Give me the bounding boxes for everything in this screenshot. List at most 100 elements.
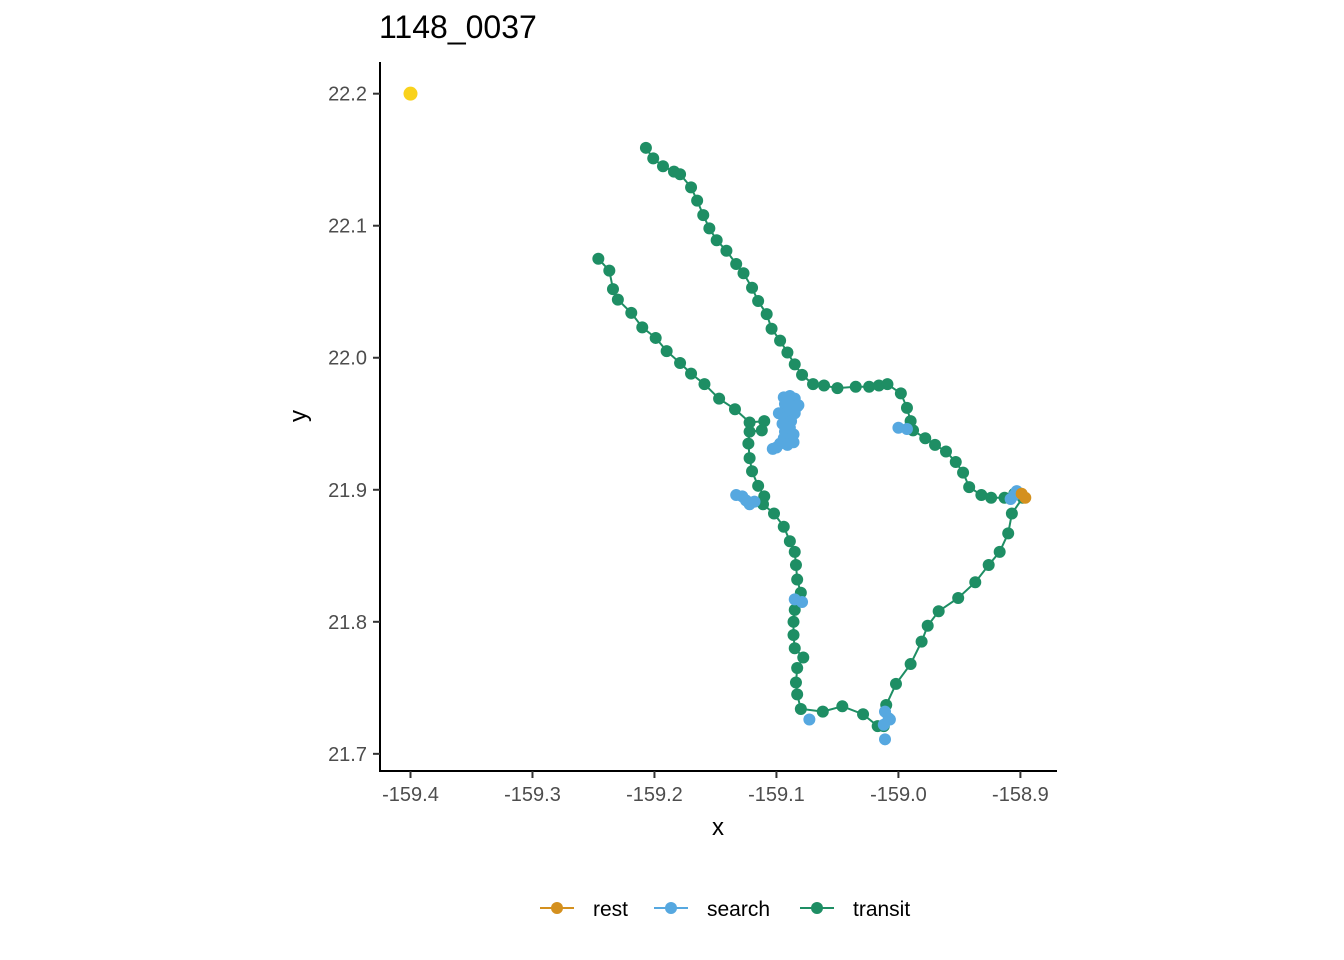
chart-title: 1148_0037: [379, 9, 537, 45]
transit-point: [592, 252, 605, 265]
transit-point: [758, 415, 771, 428]
transit-point: [758, 490, 771, 503]
search-point: [879, 733, 892, 746]
transit-point: [742, 437, 755, 450]
transit-point: [603, 264, 616, 277]
transit-point: [818, 379, 831, 392]
transit-point: [674, 168, 687, 181]
y-tick-label: 22.0: [328, 348, 367, 370]
transit-point: [919, 432, 932, 445]
start-point: [403, 86, 418, 101]
transit-point: [789, 676, 802, 689]
transit-point: [894, 387, 907, 400]
transit-point: [975, 489, 988, 502]
transit-points: [592, 141, 1029, 733]
transit-point: [697, 209, 710, 222]
transit-point: [788, 545, 801, 558]
transit-point: [765, 322, 778, 335]
y-axis-title: y: [285, 410, 312, 422]
transit-point: [636, 321, 649, 334]
transit-point: [752, 294, 765, 307]
legend-label-rest: rest: [593, 898, 628, 921]
legend: rest search transit: [540, 898, 910, 921]
y-tick-label: 22.1: [328, 216, 367, 238]
x-tick-label: -159.4: [382, 784, 439, 806]
transit-point: [963, 481, 976, 494]
transit-point: [831, 382, 844, 395]
y-tick-label: 21.7: [328, 744, 367, 766]
transit-point: [791, 662, 804, 675]
transit-point: [606, 283, 619, 296]
transit-point: [781, 346, 794, 359]
search-point: [796, 596, 809, 609]
transit-point: [939, 445, 952, 458]
x-tick-label: -159.2: [626, 784, 683, 806]
transit-point: [649, 331, 662, 344]
transit-point: [746, 281, 759, 294]
transit-point: [730, 258, 743, 271]
search-points: [730, 390, 1027, 746]
transit-point: [639, 141, 652, 154]
transit-point: [737, 267, 750, 280]
transit-point: [710, 234, 723, 247]
transit-point: [889, 677, 902, 690]
transit-point: [904, 658, 917, 671]
transit-point: [788, 642, 801, 655]
transit-point: [1002, 527, 1015, 540]
transit-point: [674, 357, 687, 370]
legend-label-transit: transit: [853, 898, 910, 921]
transit-point: [691, 194, 704, 207]
transit-point: [993, 545, 1006, 558]
transit-point: [797, 651, 810, 664]
transit-point: [969, 576, 982, 589]
legend-key-point: [665, 902, 677, 914]
rest-point: [1015, 487, 1028, 500]
transit-point: [863, 380, 876, 393]
legend-key-point: [551, 902, 563, 914]
x-tick-label: -159.0: [870, 784, 927, 806]
x-ticks: -159.4 -159.3 -159.2 -159.1 -159.0 -158.9: [382, 771, 1049, 806]
transit-point: [728, 403, 741, 416]
y-tick-label: 22.2: [328, 84, 367, 106]
transit-point: [656, 160, 669, 173]
transit-point: [760, 308, 773, 321]
transit-point: [816, 705, 829, 718]
search-point: [900, 423, 913, 436]
transit-point: [783, 535, 796, 548]
transit-point: [752, 479, 765, 492]
transit-point: [921, 619, 934, 632]
transit-point: [625, 306, 638, 319]
transit-point: [929, 438, 942, 451]
x-axis-title: x: [712, 814, 724, 841]
transit-point: [957, 466, 970, 479]
transit-point: [900, 401, 913, 414]
transit-point: [743, 452, 756, 465]
transit-point: [1005, 507, 1018, 520]
search-point: [787, 436, 800, 449]
transit-point: [788, 603, 801, 616]
y-ticks: 21.7 21.8 21.9 22.0 22.1 22.2: [328, 84, 380, 766]
y-tick-label: 21.9: [328, 480, 367, 502]
legend-key-point: [811, 902, 823, 914]
transit-point: [949, 456, 962, 469]
transit-point: [881, 378, 894, 391]
transit-point: [755, 424, 768, 437]
transit-point: [788, 358, 801, 371]
transit-point: [789, 559, 802, 572]
search-point: [803, 713, 816, 726]
transit-point: [720, 244, 733, 257]
transit-point: [611, 293, 624, 306]
search-point: [766, 442, 779, 455]
transit-point: [685, 181, 698, 194]
transit-point: [774, 334, 787, 347]
transit-point: [660, 345, 673, 358]
plot-area: [403, 86, 1032, 746]
transit-point: [915, 635, 928, 648]
x-tick-label: -158.9: [992, 784, 1049, 806]
transit-point: [768, 507, 781, 520]
transit-point: [685, 367, 698, 380]
transit-point: [746, 465, 759, 478]
transit-point: [647, 152, 660, 165]
transit-point: [743, 416, 756, 429]
